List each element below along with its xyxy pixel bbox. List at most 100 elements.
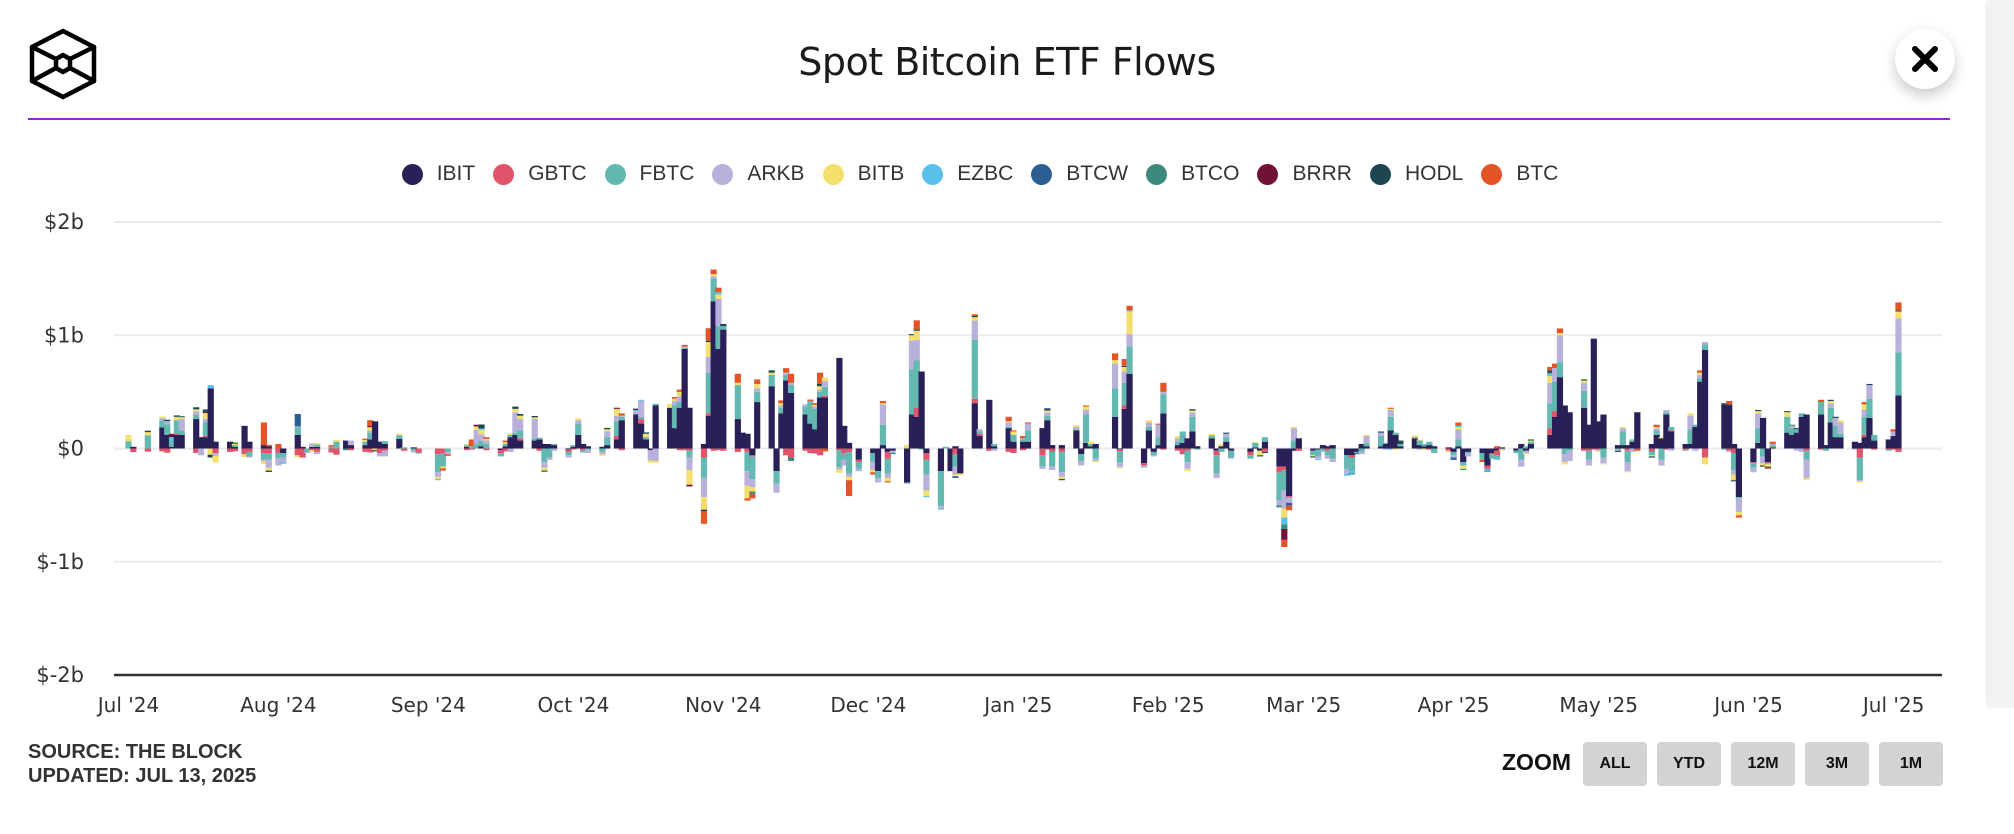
bar-segment-fbtc: [541, 448, 548, 463]
bar-segment-ibit: [231, 446, 238, 449]
bar-segment-ibit: [705, 415, 712, 449]
bar-segment-fbtc: [1160, 394, 1167, 414]
bar-segment-bitb: [439, 466, 446, 469]
bar-segment-gbtc: [1295, 448, 1302, 451]
bar-segment-fbtc: [1431, 448, 1438, 454]
zoom-ytd-button[interactable]: YTD: [1657, 742, 1721, 786]
zoom-all-button[interactable]: ALL: [1583, 742, 1647, 786]
bar-segment-btc: [971, 314, 978, 316]
bar-segment-bitb: [604, 429, 611, 432]
bar-segment-btc: [1160, 382, 1167, 392]
bar-segment-ibit: [1228, 448, 1235, 451]
bar-segment-arkb: [1382, 448, 1389, 450]
bar-segment-ibit: [1523, 448, 1530, 451]
bar-segment-hodl: [642, 432, 650, 434]
legend-item-gbtc[interactable]: GBTC: [493, 162, 587, 186]
bar-segment-bitb: [1856, 481, 1863, 483]
bar-segment-arkb: [1730, 470, 1738, 475]
bar-segment-ibit: [1411, 438, 1418, 449]
bar-segment-bitb: [1784, 412, 1791, 417]
bar-segment-fbtc: [246, 451, 253, 457]
bar-segment-gbtc: [734, 448, 741, 452]
legend-item-bitb[interactable]: BITB: [822, 162, 905, 186]
bar-segment-gbtc: [173, 433, 180, 435]
bar-segment-gbtc: [1286, 496, 1293, 498]
bar-segment-fbtc: [1421, 443, 1428, 447]
legend-item-ezbc[interactable]: EZBC: [922, 162, 1013, 186]
bar-segment-bitb: [1145, 420, 1152, 423]
legend-dot-icon: [1369, 163, 1391, 185]
bar-segment-fbtc: [1895, 352, 1902, 396]
bar-segment-arkb: [1121, 371, 1128, 383]
legend-item-brrr[interactable]: BRRR: [1257, 162, 1352, 186]
bar-segment-ibit: [207, 388, 214, 449]
legend-item-ibit[interactable]: IBIT: [401, 162, 475, 186]
bar-segment-btco: [749, 491, 756, 494]
bar-segment-arkb: [410, 450, 417, 453]
bar-segment-arkb: [618, 415, 625, 417]
bar-segment-ibit: [1189, 431, 1196, 449]
bar-segment-bitb: [241, 454, 248, 457]
bar-segment-arkb: [845, 473, 853, 477]
bar-segment-fbtc: [410, 448, 417, 451]
x-tick-label: Nov '24: [685, 693, 761, 717]
bar-segment-ibit: [1145, 430, 1152, 449]
legend-item-btc[interactable]: BTC: [1481, 162, 1558, 186]
bar-segment-fbtc: [260, 453, 268, 460]
bar-segment-ibit: [1759, 417, 1767, 449]
bar-segment-arkb: [1547, 382, 1554, 404]
bar-segment-gbtc: [1861, 434, 1868, 438]
the-block-logo[interactable]: [28, 28, 98, 100]
bar-segment-bitb: [575, 418, 582, 421]
bar-segment-fbtc: [401, 447, 408, 449]
bar-segment-bitb: [507, 433, 514, 435]
bar-segment-ibit: [1078, 448, 1085, 455]
bar-segment-btc: [367, 420, 374, 426]
bar-segment-arkb: [1155, 424, 1162, 438]
zoom-3m-button[interactable]: 3M: [1805, 742, 1869, 786]
bar-segment-bitb: [647, 460, 654, 463]
bar-segment-bitb: [314, 443, 321, 445]
y-tick-label: $-2b: [36, 663, 84, 687]
bar-segment-ibit: [381, 443, 388, 449]
bar-segment-fbtc: [202, 422, 209, 436]
bar-segment-arkb: [633, 411, 640, 414]
bar-segment-ibit: [700, 443, 708, 449]
zoom-12m-button[interactable]: 12M: [1731, 742, 1795, 786]
bar-segment-ibit: [212, 441, 219, 449]
legend-label: BITB: [857, 162, 905, 185]
zoom-1m-button[interactable]: 1M: [1879, 742, 1943, 786]
bar-segment-btc: [1479, 459, 1486, 463]
bar-segment-bitb: [1411, 435, 1418, 438]
bar-segment-btc: [1020, 436, 1027, 439]
bar-segment-bitb: [652, 460, 659, 463]
bar-segment-gbtc: [1489, 453, 1496, 455]
y-tick-label: $2b: [44, 210, 84, 234]
bar-segment-bitb: [1218, 443, 1225, 447]
bar-segment-ezbc: [1315, 458, 1322, 460]
bar-segment-gbtc: [1581, 448, 1588, 451]
legend-item-hodl[interactable]: HODL: [1369, 162, 1463, 186]
x-tick-label: Apr '25: [1418, 693, 1490, 717]
bar-segment-arkb: [1750, 467, 1757, 473]
close-button[interactable]: [1895, 29, 1955, 89]
bar-segment-hodl: [1764, 466, 1771, 468]
bar-segment-ibit: [1329, 445, 1336, 449]
bar-segment-gbtc: [1247, 451, 1254, 456]
bar-segment-gbtc: [1547, 428, 1554, 435]
bar-segment-fbtc: [1489, 454, 1496, 459]
bar-segment-gbtc: [744, 448, 751, 452]
legend-item-arkb[interactable]: ARKB: [712, 162, 805, 186]
bar-segment-arkb: [754, 388, 761, 392]
legend-item-fbtc[interactable]: FBTC: [604, 162, 694, 186]
bar-segment-btc: [778, 400, 785, 404]
legend-item-btco[interactable]: BTCO: [1146, 162, 1239, 186]
bar-segment-hodl: [144, 430, 151, 433]
bar-segment-ibit: [1750, 448, 1757, 463]
bar-segment-fbtc: [778, 407, 785, 414]
bar-segment-arkb: [444, 451, 451, 455]
bar-segment-ibit: [241, 425, 248, 449]
bar-segment-btc: [1010, 430, 1017, 432]
legend-item-btcw[interactable]: BTCW: [1031, 162, 1128, 186]
side-panel: [1985, 0, 2014, 708]
